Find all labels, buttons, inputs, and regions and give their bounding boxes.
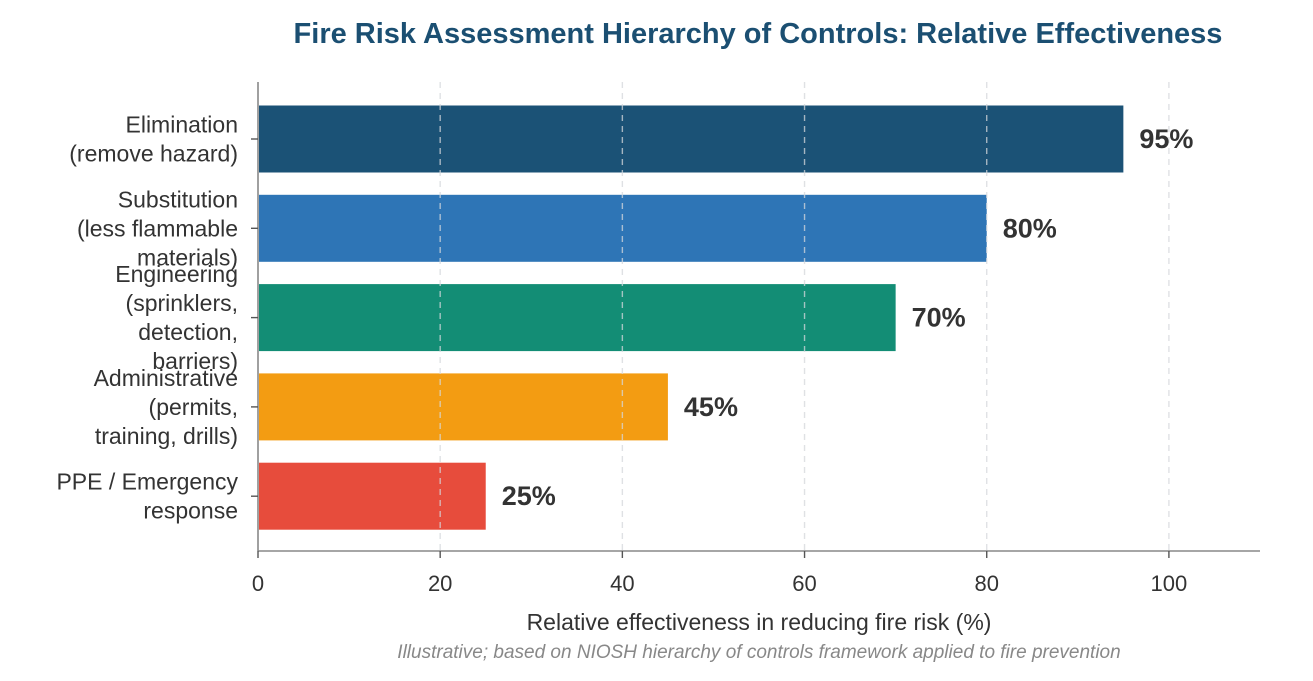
category-label-0: Elimination (remove hazard) bbox=[69, 112, 238, 167]
bar-2 bbox=[259, 284, 896, 352]
value-label-4: 25% bbox=[502, 481, 556, 511]
chart-title: Fire Risk Assessment Hierarchy of Contro… bbox=[294, 18, 1223, 50]
bars-layer bbox=[259, 105, 1124, 530]
axes-layer bbox=[251, 82, 1260, 558]
value-label-0: 95% bbox=[1139, 124, 1193, 154]
bar-3 bbox=[259, 373, 668, 441]
bar-4 bbox=[259, 462, 486, 530]
grid-layer bbox=[439, 82, 1170, 551]
labels-layer: 0 20 40 60 80 100 Elimination (remove hazard) 95… bbox=[56, 112, 1193, 597]
x-axis-label: Relative effectiveness in reducing fire … bbox=[527, 609, 992, 635]
category-label-2: Engineering (sprinklers, detection, barrier… bbox=[115, 261, 238, 374]
value-label-1: 80% bbox=[1003, 213, 1057, 243]
source-note: Illustrative; based on NIOSH hierarchy o… bbox=[397, 642, 1120, 663]
x-tick-label-0: 0 bbox=[252, 571, 264, 596]
category-label-3: Administrative (permits, training, drills) bbox=[94, 365, 238, 449]
category-label-4: PPE / Emergency response bbox=[56, 469, 238, 524]
category-label-1: Substitution (less flammable materials) bbox=[77, 186, 238, 270]
x-tick-label-40: 40 bbox=[610, 571, 634, 596]
x-tick-label-60: 60 bbox=[792, 571, 816, 596]
value-label-2: 70% bbox=[912, 303, 966, 333]
bar-0 bbox=[259, 105, 1124, 173]
x-tick-label-20: 20 bbox=[428, 571, 452, 596]
x-tick-label-100: 100 bbox=[1151, 571, 1188, 596]
x-tick-label-80: 80 bbox=[974, 571, 998, 596]
value-label-3: 45% bbox=[684, 392, 738, 422]
